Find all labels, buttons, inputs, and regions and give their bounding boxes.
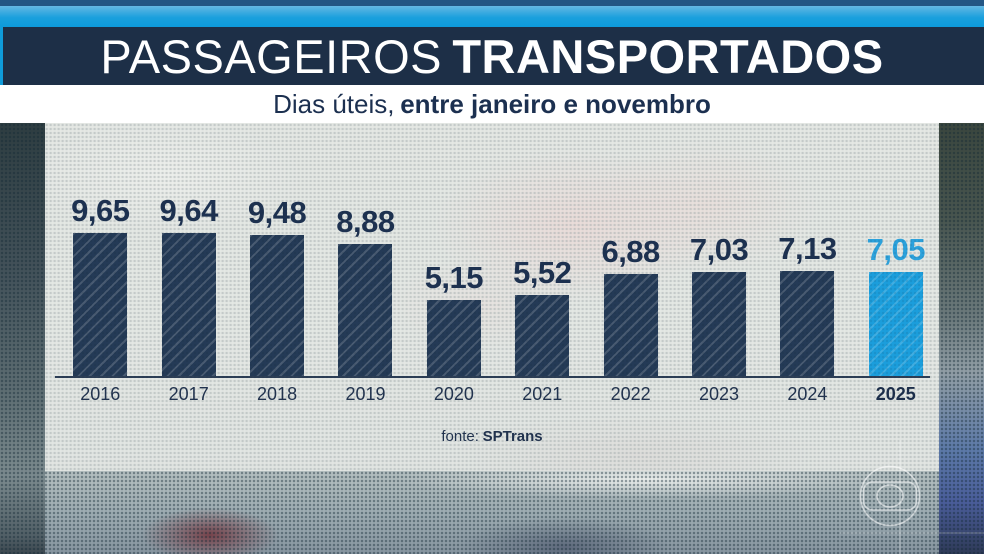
chart-bar-2018 xyxy=(250,235,305,378)
bar-value-label-2018: 9,48 xyxy=(247,195,307,230)
bar-value-label-2019: 8,88 xyxy=(336,204,395,239)
bar-value-label-2024: 7,13 xyxy=(778,231,837,266)
x-axis-tick-label-2023: 2023 xyxy=(698,384,740,404)
page-subtitle-regular: Dias úteis, xyxy=(273,89,395,119)
photo-right-margin xyxy=(939,123,984,554)
chart-bar-2016 xyxy=(73,233,128,378)
x-axis-tick-label-2025: 2025 xyxy=(875,384,916,404)
x-axis-tick-label-2021: 2021 xyxy=(522,384,563,404)
chart-bar-2022 xyxy=(603,274,658,378)
page-title: PASSAGEIROS TRANSPORTADOS xyxy=(100,33,883,80)
x-axis-tick-label-2024: 2024 xyxy=(787,384,828,404)
bar-value-label-2016: 9,65 xyxy=(71,193,130,228)
chart-panel: 9,65 9,64 9,48 8,88 5,15 5,52 6,88 7,03 7,13 7,05… xyxy=(45,123,939,471)
bar-value-label-2023: 7,03 xyxy=(689,232,749,267)
bar-value-label-2021: 5,52 xyxy=(513,255,572,290)
page-subtitle: Dias úteis, entre janeiro e novembro xyxy=(273,91,711,117)
chart-bar-2021 xyxy=(515,295,570,378)
page-title-regular: PASSAGEIROS xyxy=(100,29,442,83)
chart-bar-2017 xyxy=(161,233,216,378)
top-bright-blue-strip xyxy=(0,6,984,27)
chart-stage: 9,65 9,64 9,48 8,88 5,15 5,52 6,88 7,03 7,13 7,05 xyxy=(45,123,939,378)
x-axis-tick-label-2019: 2019 xyxy=(345,384,386,404)
title-banner: PASSAGEIROS TRANSPORTADOS xyxy=(0,27,984,85)
photo-bottom-band xyxy=(45,471,939,554)
chart-bar-2025 xyxy=(868,272,923,378)
chart-bar-2023 xyxy=(692,272,747,378)
source-line: fonte: SPTrans xyxy=(45,429,939,444)
x-axis-tick-label-2018: 2018 xyxy=(257,384,298,404)
page-title-bold: TRANSPORTADOS xyxy=(452,29,884,83)
x-axis-tick-label-2020: 2020 xyxy=(433,384,474,404)
page-subtitle-bold: entre janeiro e novembro xyxy=(400,89,711,119)
bar-value-label-2022: 6,88 xyxy=(601,234,660,269)
bar-value-label-2017: 9,64 xyxy=(159,193,219,228)
source-value: SPTrans xyxy=(482,428,543,445)
subtitle-strip: Dias úteis, entre janeiro e novembro xyxy=(0,85,984,123)
bar-value-label-2020: 5,15 xyxy=(424,260,484,295)
x-axis-line xyxy=(55,376,930,378)
photo-left-margin xyxy=(0,123,45,554)
banner-left-blue-accent xyxy=(0,27,3,85)
x-axis-tick-label-2017: 2017 xyxy=(168,384,209,404)
chart-bar-2024 xyxy=(780,271,835,378)
source-label: fonte: xyxy=(441,428,479,445)
chart-bar-2019 xyxy=(338,244,393,378)
chart-bar-2020 xyxy=(426,300,481,378)
x-axis-tick-label-2022: 2022 xyxy=(610,384,651,404)
bar-value-label-2025: 7,05 xyxy=(866,232,926,267)
x-axis-tick-label-2016: 2016 xyxy=(80,384,121,404)
top-dark-blue-strip xyxy=(0,0,984,6)
